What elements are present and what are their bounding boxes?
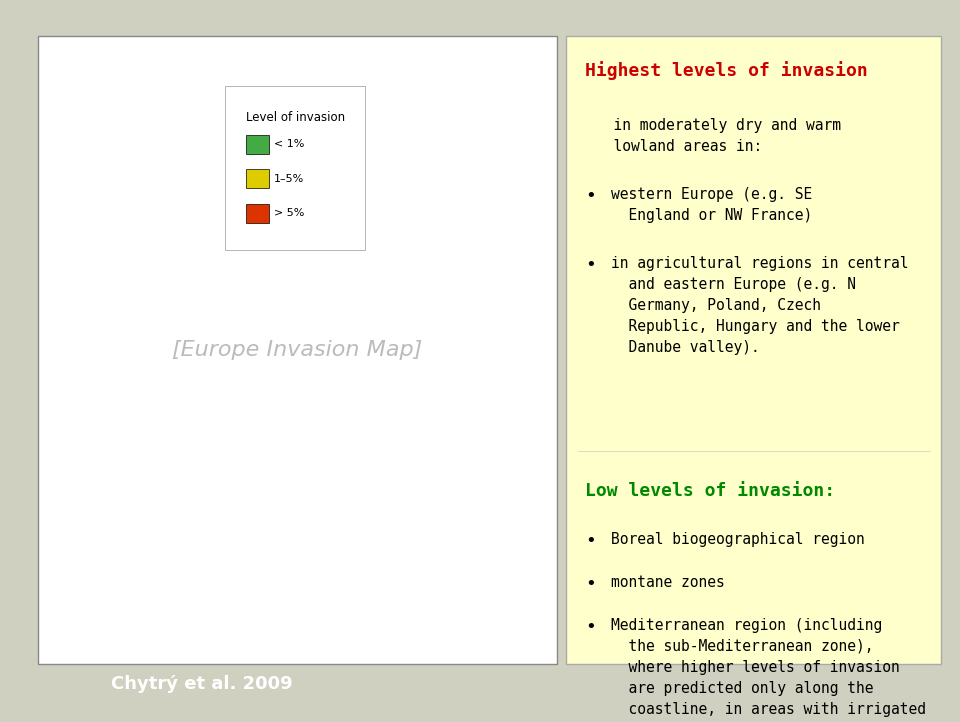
FancyBboxPatch shape xyxy=(38,36,557,664)
Text: •: • xyxy=(586,532,596,550)
Text: Level of invasion: Level of invasion xyxy=(246,111,345,124)
Text: [Europe Invasion Map]: [Europe Invasion Map] xyxy=(173,340,422,360)
FancyBboxPatch shape xyxy=(246,135,269,154)
FancyBboxPatch shape xyxy=(566,36,941,664)
Text: Low levels of invasion:: Low levels of invasion: xyxy=(586,482,835,500)
Text: in agricultural regions in central
  and eastern Europe (e.g. N
  Germany, Polan: in agricultural regions in central and e… xyxy=(612,256,909,355)
Text: in moderately dry and warm
  lowland areas in:: in moderately dry and warm lowland areas… xyxy=(596,118,841,154)
FancyBboxPatch shape xyxy=(225,87,365,250)
Text: Highest levels of invasion: Highest levels of invasion xyxy=(586,61,868,80)
Text: •: • xyxy=(586,187,596,205)
Text: •: • xyxy=(586,618,596,636)
Text: •: • xyxy=(586,575,596,593)
Text: Chytrý et al. 2009: Chytrý et al. 2009 xyxy=(110,675,293,693)
Text: < 1%: < 1% xyxy=(275,139,304,149)
FancyBboxPatch shape xyxy=(246,169,269,188)
Text: > 5%: > 5% xyxy=(275,208,304,218)
Text: montane zones: montane zones xyxy=(612,575,725,590)
Text: Boreal biogeographical region: Boreal biogeographical region xyxy=(612,532,865,547)
Text: Mediterranean region (including
  the sub-Mediterranean zone),
  where higher le: Mediterranean region (including the sub-… xyxy=(612,618,926,722)
FancyBboxPatch shape xyxy=(246,204,269,222)
Text: western Europe (e.g. SE
  England or NW France): western Europe (e.g. SE England or NW Fr… xyxy=(612,187,812,223)
Text: •: • xyxy=(586,256,596,274)
Text: 1–5%: 1–5% xyxy=(275,174,304,183)
